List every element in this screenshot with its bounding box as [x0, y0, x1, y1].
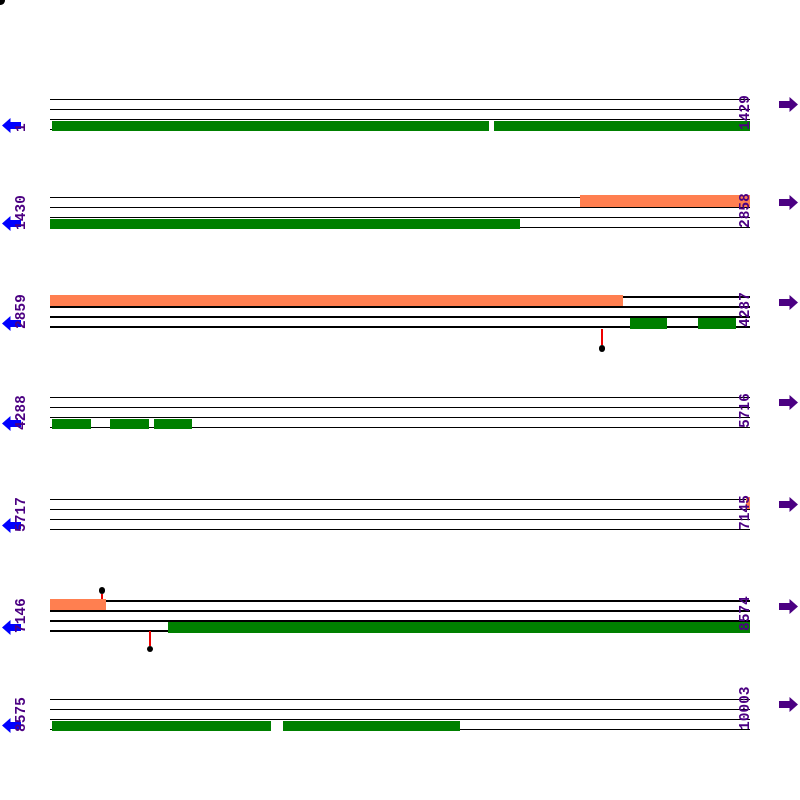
frame-line-3 — [50, 518, 750, 521]
coord-label-start: 4288 — [13, 394, 30, 430]
left-strand-arrow-icon — [2, 118, 21, 133]
site-marker-stem — [149, 631, 151, 646]
frame-line-1 — [50, 396, 750, 399]
left-strand-arrow-icon — [2, 518, 21, 533]
frame-line-4 — [50, 528, 750, 531]
corner-mark — [0, 0, 5, 5]
frame-line-4 — [50, 426, 750, 429]
right-strand-arrow-icon — [779, 97, 798, 112]
green-orf-bar[interactable] — [52, 720, 460, 731]
frame-line-3 — [50, 718, 750, 721]
frame-line-3 — [50, 216, 750, 219]
frame-line-2 — [50, 406, 750, 409]
green-orf-bar[interactable] — [154, 418, 192, 429]
frame-line-3 — [50, 416, 750, 419]
coord-label-start: 5717 — [13, 496, 30, 532]
orange-feature-bar[interactable] — [50, 294, 623, 306]
coord-label-start: 8575 — [13, 696, 30, 732]
frame-line-1 — [50, 98, 750, 101]
right-strand-arrow-icon — [779, 294, 798, 310]
gap-top-line — [271, 718, 283, 721]
coord-label-start: 1430 — [13, 194, 30, 230]
left-strand-arrow-icon — [2, 315, 21, 331]
bar-gap — [271, 720, 283, 731]
orange-feature-bar[interactable] — [746, 497, 750, 509]
coord-label-end: 5716 — [737, 392, 754, 428]
right-strand-arrow-icon — [779, 195, 798, 210]
green-orf-bar[interactable] — [698, 318, 736, 329]
frame-line-2 — [50, 508, 750, 511]
frame-line-2 — [50, 610, 750, 612]
green-orf-bar[interactable] — [630, 318, 667, 329]
green-orf-bar[interactable] — [52, 120, 750, 131]
left-strand-arrow-icon — [2, 619, 21, 635]
green-orf-bar[interactable] — [52, 418, 91, 429]
site-marker-stem — [601, 328, 603, 345]
coord-label-start: 7146 — [13, 598, 30, 633]
right-strand-arrow-icon — [779, 598, 798, 614]
green-orf-bar[interactable] — [110, 418, 149, 429]
frame-line-2 — [50, 306, 750, 308]
frame-line-1 — [50, 196, 750, 199]
right-strand-arrow-icon — [779, 697, 798, 712]
left-strand-arrow-icon — [2, 718, 21, 733]
site-marker-stem — [101, 593, 103, 599]
right-strand-arrow-icon — [779, 395, 798, 410]
green-orf-bar[interactable] — [168, 622, 750, 633]
orange-feature-bar[interactable] — [580, 195, 750, 207]
green-orf-bar[interactable] — [50, 218, 520, 229]
frame-line-2 — [50, 108, 750, 111]
coord-label-end: 1429 — [737, 94, 754, 130]
frame-line-1 — [50, 600, 750, 602]
bar-gap — [489, 120, 494, 131]
site-marker-dot[interactable] — [98, 587, 106, 594]
orange-feature-bar[interactable] — [50, 598, 106, 610]
coord-label-start: 1 — [13, 122, 30, 132]
left-strand-arrow-icon — [2, 416, 21, 431]
frame-line-3 — [50, 620, 750, 622]
right-strand-arrow-icon — [779, 497, 798, 512]
frame-line-1 — [50, 498, 750, 501]
frame-line-3 — [50, 118, 750, 121]
left-strand-arrow-icon — [2, 216, 21, 231]
gap-top-line — [489, 118, 494, 121]
frame-line-1 — [50, 698, 750, 701]
coord-label-end: 7145 — [737, 494, 754, 530]
site-marker-dot[interactable] — [146, 645, 154, 653]
frame-line-4 — [50, 326, 750, 328]
coord-label-end: 2858 — [737, 192, 754, 228]
coord-label-end: 10003 — [737, 685, 754, 730]
frame-line-2 — [50, 206, 750, 209]
coord-label-end: 4287 — [737, 292, 754, 327]
frame-line-2 — [50, 708, 750, 711]
frame-line-3 — [50, 316, 750, 318]
coord-label-end: 8574 — [737, 596, 754, 631]
coord-label-start: 2859 — [13, 294, 30, 329]
site-marker-dot[interactable] — [598, 345, 606, 352]
